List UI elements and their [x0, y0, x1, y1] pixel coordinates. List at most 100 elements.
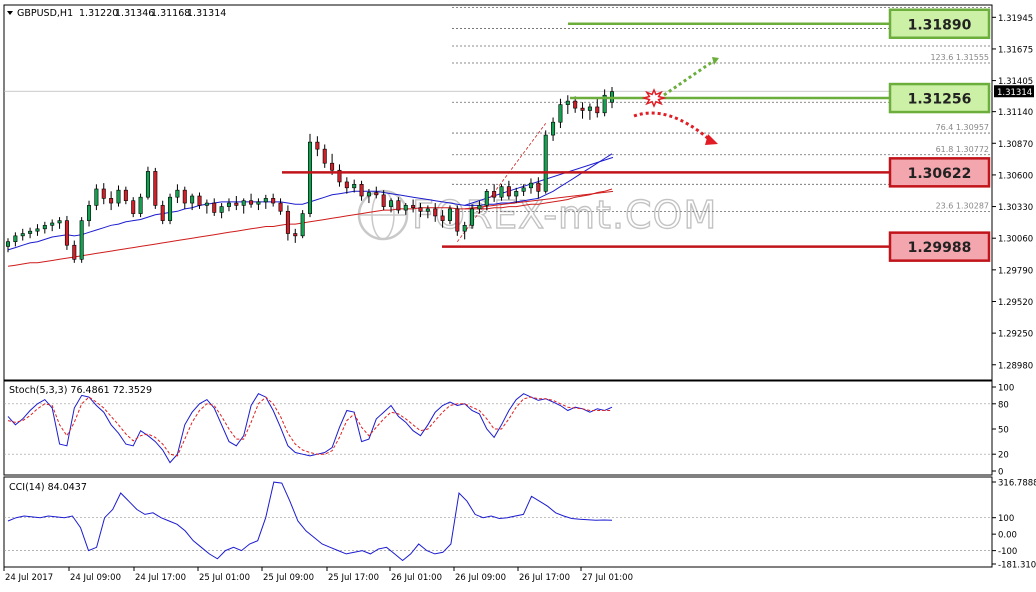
candle-body-bearish: [278, 202, 283, 212]
support-price-box: [888, 157, 991, 188]
candle-body-bullish: [403, 205, 408, 211]
time-tick-label: 26 Jul 09:00: [455, 573, 506, 583]
candle-body-bearish: [182, 189, 187, 204]
candle-body-bearish: [153, 171, 158, 206]
candle-body-bullish: [521, 187, 526, 192]
candle-body-bullish: [366, 192, 371, 197]
cci-title: CCI(14) 84.0437: [9, 482, 87, 493]
fib-level-label: 123.6 1.31555: [930, 53, 989, 62]
candle-body-bullish: [87, 205, 92, 221]
header-close: 1.31314: [187, 8, 226, 19]
candle-body-bearish: [109, 198, 114, 204]
time-tick-label: 24 Jul 09:00: [70, 573, 121, 583]
candle-body-bearish: [160, 205, 165, 221]
resistance-price-label: 1.31890: [908, 17, 972, 33]
dropdown-triangle-icon[interactable]: [7, 11, 13, 15]
time-tick-label: 25 Jul 09:00: [263, 573, 314, 583]
candle-body-bearish: [536, 182, 541, 192]
osc-tick-label: 316.7888: [998, 479, 1036, 489]
candle-body-bearish: [573, 100, 578, 109]
candle-body-bearish: [506, 186, 511, 197]
price-tick-label: 1.30330: [998, 203, 1033, 213]
candle-body-bearish: [64, 220, 69, 246]
candle-body-bullish: [447, 208, 452, 221]
candle-body-bearish: [271, 198, 276, 204]
price-tick-label: 1.31675: [998, 45, 1033, 55]
time-tick-label: 24 Jul 17:00: [135, 573, 186, 583]
candle-body-bullish: [79, 220, 84, 260]
bearish-arrow-head-icon: [705, 134, 718, 145]
candle-body-bearish: [330, 162, 335, 171]
candle-body-bullish: [352, 183, 357, 189]
osc-tick-label: 80: [998, 400, 1009, 410]
candle-body-bullish: [307, 141, 312, 214]
candle-body-bearish: [396, 200, 401, 211]
candle-body-bullish: [6, 241, 11, 247]
support-price-box: [888, 231, 991, 262]
time-tick-label: 27 Jul 01:00: [582, 573, 633, 583]
candle-body-bearish: [315, 141, 320, 150]
candle-body-bullish: [145, 171, 150, 198]
candle-body-bearish: [595, 106, 600, 114]
candle-body-bearish: [492, 191, 497, 198]
candle-body-bullish: [226, 202, 231, 207]
moving-average-slow-line: [7, 188, 613, 267]
price-tick-label: 1.31140: [998, 108, 1033, 118]
candle-body-bullish: [470, 208, 475, 226]
osc-tick-label: 0: [998, 468, 1003, 478]
resistance-price-label: 1.31256: [908, 92, 972, 108]
candle-body-bullish: [477, 205, 482, 210]
candle-body-bearish: [72, 244, 77, 260]
time-tick-label: 25 Jul 17:00: [328, 573, 379, 583]
stoch-title: Stoch(5,3,3) 76.4861 72.3529: [9, 385, 152, 396]
candle-body-bullish: [28, 230, 33, 234]
breakout-star-icon: [641, 88, 667, 108]
candle-body-bullish: [565, 100, 570, 105]
candle-body-bullish: [175, 189, 180, 198]
candle-body-bullish: [138, 196, 143, 214]
candle-body-bullish: [204, 202, 209, 206]
osc-main-line: [7, 393, 613, 464]
chart-header: GBPUSD,H1 1.31220 1.31346 1.31168 1.3131…: [7, 8, 226, 19]
price-tick-label: 1.29520: [998, 298, 1033, 308]
candle-body-bullish: [20, 233, 25, 237]
osc-main-line: [7, 481, 613, 562]
candle-body-bearish: [101, 188, 106, 199]
candle-body-bullish: [499, 186, 504, 198]
osc-signal-line: [7, 396, 612, 457]
candle-body-bearish: [322, 148, 327, 164]
candle-body-bullish: [241, 200, 246, 206]
current-price-marker: [994, 85, 1034, 98]
time-tick-label: 26 Jul 17:00: [519, 573, 570, 583]
cci-panel: 316.7888 100 0.00 -100 -181.3104: [4, 479, 1036, 571]
candle-body-bearish: [580, 107, 585, 111]
osc-tick-label: 100: [998, 384, 1014, 394]
fib-level-label: 61.8 1.30772: [936, 145, 989, 154]
candle-body-bearish: [411, 205, 416, 209]
watermark-globe-meridian: [371, 190, 395, 240]
candle-body-bearish: [359, 183, 364, 197]
candle-body-bearish: [418, 207, 423, 212]
fib-level-label: 76.4 1.30957: [936, 123, 989, 132]
candle-body-bullish: [300, 213, 305, 237]
candle-body-bullish: [219, 206, 224, 213]
candle-body-bullish: [116, 189, 121, 204]
stochastic-panel: 100 80 50 20 0: [4, 384, 1014, 478]
candle-body-bearish: [285, 210, 290, 234]
main-panel-frame: [3, 4, 993, 381]
price-tick-label: 1.30870: [998, 140, 1033, 150]
bullish-arrow-head-icon: [712, 57, 719, 65]
candle-body-bearish: [433, 208, 438, 217]
price-tick-label: 1.31405: [998, 77, 1033, 87]
candle-body-bearish: [197, 195, 202, 206]
price-tick-label: 1.29790: [998, 266, 1033, 276]
candle-body-bearish: [337, 169, 342, 183]
bearish-scenario-arrow-line: [633, 111, 711, 142]
price-tick-label: 1.30060: [998, 235, 1033, 245]
candle-body-bullish: [94, 188, 99, 206]
candle-body-bullish: [543, 134, 548, 192]
candle-body-bullish: [35, 228, 40, 232]
stoch-panel-frame: [3, 380, 993, 476]
